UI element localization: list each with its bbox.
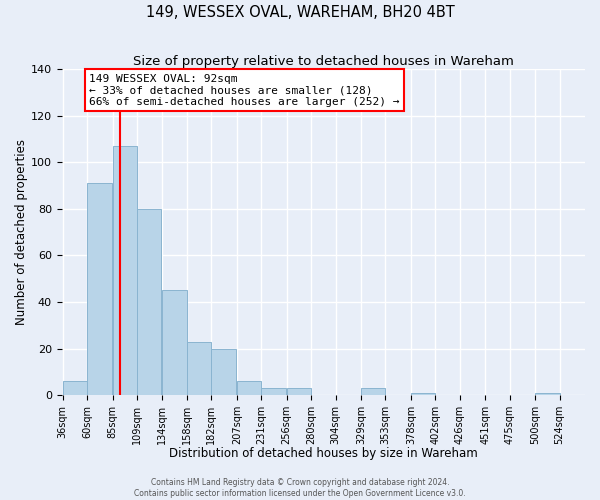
Text: 149 WESSEX OVAL: 92sqm
← 33% of detached houses are smaller (128)
66% of semi-de: 149 WESSEX OVAL: 92sqm ← 33% of detached… <box>89 74 400 107</box>
Bar <box>211 348 236 395</box>
Bar <box>361 388 385 395</box>
Bar <box>411 393 436 395</box>
Bar <box>113 146 137 395</box>
Text: Contains HM Land Registry data © Crown copyright and database right 2024.
Contai: Contains HM Land Registry data © Crown c… <box>134 478 466 498</box>
Bar <box>62 381 87 395</box>
Bar <box>237 381 261 395</box>
Text: 149, WESSEX OVAL, WAREHAM, BH20 4BT: 149, WESSEX OVAL, WAREHAM, BH20 4BT <box>146 5 454 20</box>
Bar <box>163 290 187 395</box>
Bar <box>137 209 161 395</box>
Bar <box>261 388 286 395</box>
X-axis label: Distribution of detached houses by size in Wareham: Distribution of detached houses by size … <box>169 447 478 460</box>
Bar <box>87 184 112 395</box>
Y-axis label: Number of detached properties: Number of detached properties <box>15 139 28 325</box>
Bar <box>535 393 560 395</box>
Bar <box>287 388 311 395</box>
Bar <box>187 342 211 395</box>
Title: Size of property relative to detached houses in Wareham: Size of property relative to detached ho… <box>133 55 514 68</box>
